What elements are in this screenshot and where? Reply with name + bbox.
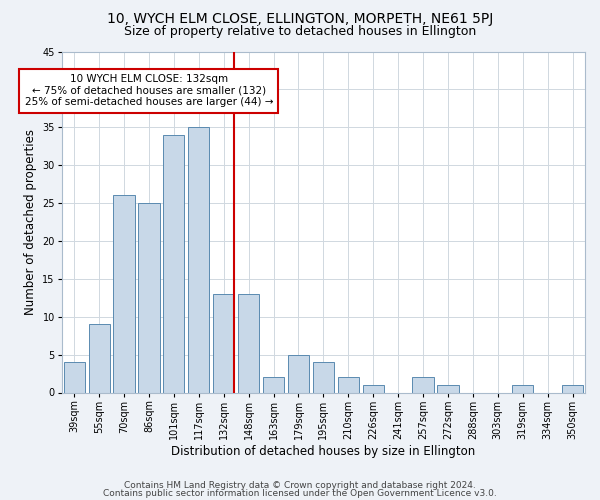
Text: Contains HM Land Registry data © Crown copyright and database right 2024.: Contains HM Land Registry data © Crown c… [124, 481, 476, 490]
Bar [362, 385, 384, 392]
Bar [163, 135, 184, 392]
Bar [562, 385, 583, 392]
Bar [238, 294, 259, 392]
Bar [338, 378, 359, 392]
Bar [113, 196, 134, 392]
Bar [188, 128, 209, 392]
Text: Contains public sector information licensed under the Open Government Licence v3: Contains public sector information licen… [103, 490, 497, 498]
Bar [412, 378, 434, 392]
Bar [313, 362, 334, 392]
Text: 10 WYCH ELM CLOSE: 132sqm
← 75% of detached houses are smaller (132)
25% of semi: 10 WYCH ELM CLOSE: 132sqm ← 75% of detac… [25, 74, 273, 108]
Bar [213, 294, 234, 392]
Bar [512, 385, 533, 392]
Bar [64, 362, 85, 392]
Y-axis label: Number of detached properties: Number of detached properties [24, 129, 37, 315]
Bar [139, 203, 160, 392]
Text: Size of property relative to detached houses in Ellington: Size of property relative to detached ho… [124, 25, 476, 38]
X-axis label: Distribution of detached houses by size in Ellington: Distribution of detached houses by size … [171, 444, 476, 458]
Bar [288, 354, 309, 393]
Bar [89, 324, 110, 392]
Bar [437, 385, 458, 392]
Text: 10, WYCH ELM CLOSE, ELLINGTON, MORPETH, NE61 5PJ: 10, WYCH ELM CLOSE, ELLINGTON, MORPETH, … [107, 12, 493, 26]
Bar [263, 378, 284, 392]
